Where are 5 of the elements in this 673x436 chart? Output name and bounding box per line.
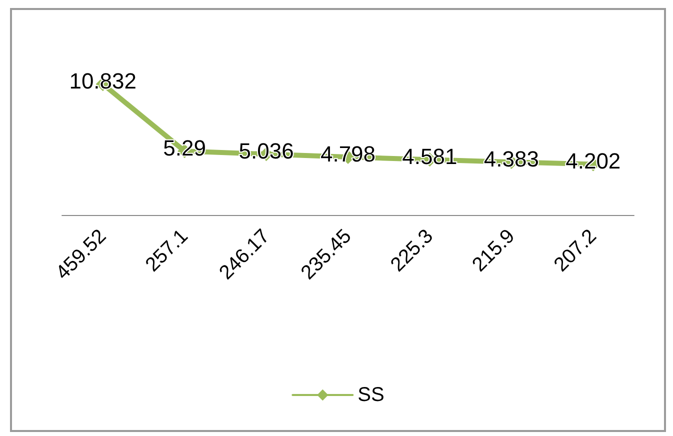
legend-label: SS [358,384,384,406]
data-label: 4.383 [484,146,539,172]
data-label: 5.036 [238,138,294,164]
data-label: 4.581 [402,144,458,170]
data-label: 4.798 [320,142,376,167]
